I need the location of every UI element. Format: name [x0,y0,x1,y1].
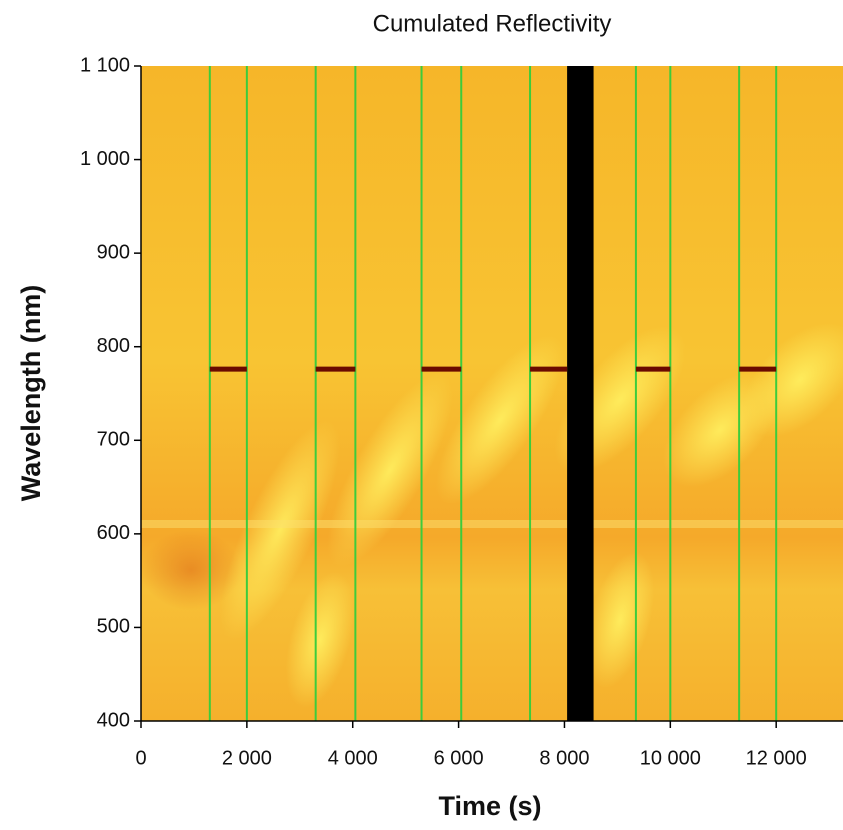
y-tick-label: 1 000 [80,148,130,170]
x-axis-label: Time (s) [438,791,541,821]
band [567,66,594,721]
y-tick-label: 700 [97,429,130,451]
x-tick-label: 8 000 [539,747,589,769]
y-tick-label: 600 [97,522,130,544]
chart-title: Cumulated Reflectivity [373,10,612,37]
y-tick-label: 1 100 [80,54,130,76]
x-tick-label: 2 000 [222,747,272,769]
x-tick-label: 0 [135,747,146,769]
x-tick-label: 4 000 [328,747,378,769]
y-tick-label: 500 [97,616,130,638]
y-tick-label: 900 [97,241,130,263]
y-axis-label: Wavelength (nm) [16,285,46,502]
x-tick-label: 10 000 [640,747,701,769]
heatmap [141,66,843,721]
x-tick-label: 12 000 [746,747,807,769]
y-tick-label: 400 [97,709,130,731]
y-tick-label: 800 [97,335,130,357]
x-tick-label: 6 000 [434,747,484,769]
